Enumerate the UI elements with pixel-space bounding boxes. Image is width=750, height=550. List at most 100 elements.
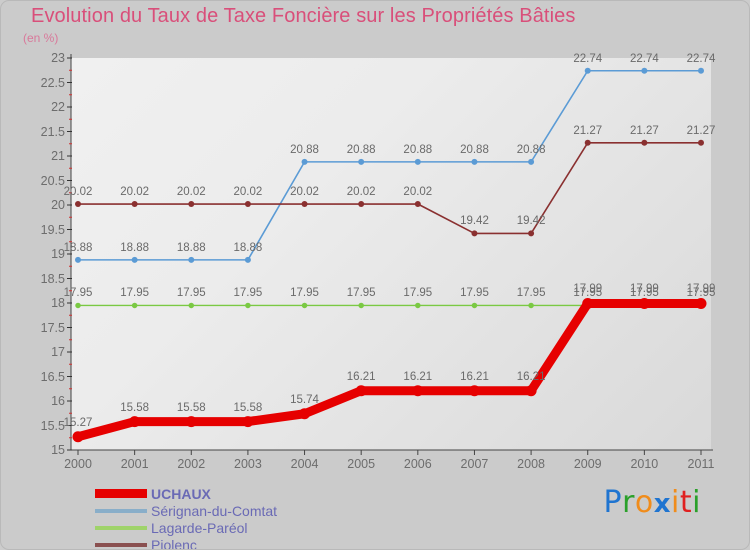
point-label: 18.88 xyxy=(63,241,93,254)
point-label: 20.02 xyxy=(290,186,319,199)
proxiti-logo: Proxiti xyxy=(603,487,701,520)
data-point xyxy=(131,256,138,263)
legend: UCHAUX Sérignan-du-Comtat Lagarde-Paréol Pi… xyxy=(95,485,277,549)
point-label: 17.95 xyxy=(346,287,376,300)
point-label: 15.27 xyxy=(63,416,93,429)
data-point xyxy=(414,201,421,208)
data-point xyxy=(72,431,84,443)
legend-item-lagarde-par-ol[interactable]: Lagarde-Paréol xyxy=(95,519,277,536)
y-tick-label: 16 xyxy=(51,394,65,408)
point-label: 17.95 xyxy=(233,287,263,300)
data-point xyxy=(528,158,535,165)
logo-letter: t xyxy=(679,485,693,520)
point-label: 20.88 xyxy=(346,143,376,156)
data-point xyxy=(471,230,478,237)
series-s-rignan-du-comtat xyxy=(75,67,704,263)
point-label: 18.88 xyxy=(176,241,206,254)
point-label: 16.21 xyxy=(403,370,433,383)
chart-subtitle: (en %) xyxy=(23,31,59,45)
point-label: 15.58 xyxy=(233,401,263,414)
data-point xyxy=(299,408,311,420)
legend-swatch xyxy=(95,525,147,530)
x-tick-label: 2000 xyxy=(64,457,92,471)
point-label: 17.95 xyxy=(516,287,546,300)
plot-area xyxy=(71,58,711,450)
point-label: 21.27 xyxy=(686,124,716,137)
x-tick-label: 2007 xyxy=(460,457,489,471)
data-point xyxy=(301,302,308,309)
data-point xyxy=(698,67,704,74)
y-tick-label: 15.5 xyxy=(40,418,65,433)
data-point xyxy=(641,139,648,146)
y-tick-label: 15 xyxy=(51,443,65,457)
series-piolenc xyxy=(75,139,704,237)
data-point xyxy=(528,230,535,237)
point-label: 17.99 xyxy=(629,283,659,296)
legend-item-piolenc[interactable]: Piolenc xyxy=(95,536,277,549)
point-label: 22.74 xyxy=(629,52,659,65)
point-label: 17.95 xyxy=(403,287,433,300)
data-point xyxy=(584,67,591,74)
y-tick-label: 18 xyxy=(51,296,65,310)
point-label: 17.95 xyxy=(120,287,150,300)
data-point xyxy=(244,201,251,208)
logo-letter: P xyxy=(603,485,623,520)
point-label: 17.95 xyxy=(686,287,716,300)
data-point xyxy=(131,302,138,309)
legend-swatch xyxy=(95,542,147,547)
data-point xyxy=(641,67,648,74)
x-tick-label: 2002 xyxy=(177,457,206,471)
point-label: 19.42 xyxy=(460,215,489,228)
point-label: 20.88 xyxy=(290,143,319,156)
point-label: 22.74 xyxy=(686,52,716,65)
logo-letter: x xyxy=(653,489,672,519)
y-tick-label: 19 xyxy=(51,247,65,261)
x-tick-label: 2010 xyxy=(630,457,659,471)
data-point xyxy=(638,297,650,309)
data-point xyxy=(301,201,308,208)
point-label: 16.21 xyxy=(516,370,546,383)
logo-letter: r xyxy=(622,485,635,520)
y-tick-label: 19.5 xyxy=(40,222,65,237)
y-tick-label: 17.5 xyxy=(40,320,65,335)
x-tick-label: 2011 xyxy=(687,457,715,471)
series-uchaux xyxy=(72,297,707,443)
data-point xyxy=(75,302,81,309)
data-point xyxy=(358,302,364,309)
point-label: 20.02 xyxy=(403,186,433,199)
point-label: 17.99 xyxy=(686,283,716,296)
legend-item-s-rignan-du-comtat[interactable]: Sérignan-du-Comtat xyxy=(95,502,277,519)
x-tick-label: 2005 xyxy=(347,457,376,471)
legend-label: Sérignan-du-Comtat xyxy=(151,502,278,519)
data-point xyxy=(582,297,594,309)
point-label: 17.95 xyxy=(573,287,603,300)
y-tick-label: 21 xyxy=(51,149,65,163)
data-point xyxy=(412,385,424,397)
data-point xyxy=(188,201,195,208)
x-tick-label: 2009 xyxy=(573,457,602,471)
data-point xyxy=(75,256,81,263)
legend-item-uchaux[interactable]: UCHAUX xyxy=(95,485,277,502)
data-point xyxy=(358,201,365,208)
data-point xyxy=(129,416,141,428)
data-point xyxy=(414,158,421,165)
point-label: 19.42 xyxy=(516,215,546,228)
data-point xyxy=(468,385,480,397)
logo-letter: i xyxy=(692,485,701,520)
y-tick-label: 16.5 xyxy=(40,369,65,384)
data-point xyxy=(244,256,251,263)
data-point xyxy=(185,416,197,428)
point-label: 21.27 xyxy=(573,124,603,137)
point-label: 15.74 xyxy=(290,393,319,406)
x-tick-label: 2004 xyxy=(290,457,319,471)
point-label: 17.95 xyxy=(63,287,93,300)
data-point xyxy=(528,302,534,309)
legend-swatch xyxy=(95,508,147,513)
data-point xyxy=(131,201,138,208)
x-tick-label: 2001 xyxy=(120,457,149,471)
data-point xyxy=(355,385,367,397)
point-label: 20.02 xyxy=(176,186,206,199)
x-tick-label: 2008 xyxy=(517,457,545,471)
